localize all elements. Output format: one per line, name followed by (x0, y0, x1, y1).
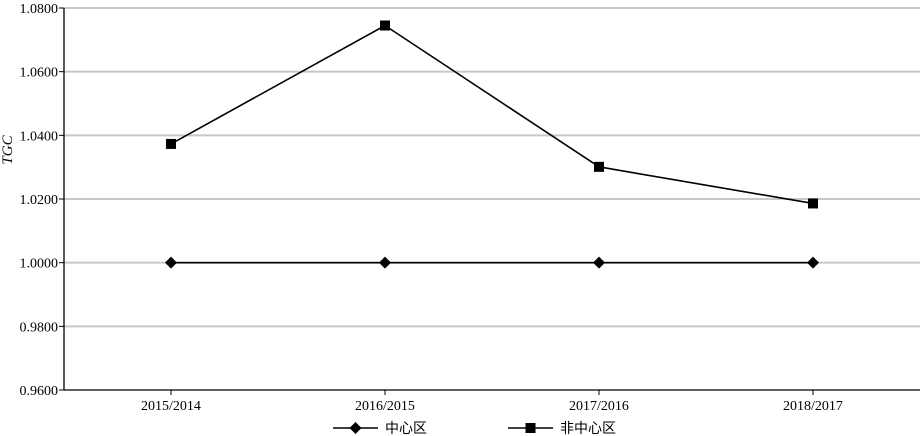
legend-label: 中心区 (385, 421, 427, 436)
data-point (808, 198, 818, 209)
gridlines (64, 7, 920, 328)
series-layer (165, 20, 819, 269)
data-point (166, 138, 176, 149)
y-tick-labels: 0.9600 0.9800 1.0000 1.0200 1.0400 1.0600 1.08… (20, 2, 59, 399)
data-point (593, 256, 605, 269)
y-tick-label: 1.0600 (20, 66, 59, 81)
x-tick-label: 2016/2015 (355, 399, 415, 414)
legend-item: 非中心区 (508, 421, 616, 436)
data-point (594, 161, 604, 172)
legend-label: 非中心区 (560, 421, 616, 436)
y-tick-label: 1.0200 (20, 193, 59, 208)
series-1 (165, 256, 819, 269)
x-tick-label: 2015/2014 (141, 399, 201, 414)
y-tick-label: 1.0000 (20, 257, 59, 272)
x-tick-label: 2018/2017 (783, 399, 843, 414)
axes (59, 7, 920, 395)
series-line (170, 24, 814, 205)
legend-marker (349, 422, 362, 434)
legend: 中心区 非中心区 (333, 421, 616, 436)
data-point (379, 256, 391, 269)
x-tick-labels: 2015/2014 2016/2015 2017/2016 2018/2017 (141, 399, 843, 414)
data-point (807, 256, 819, 269)
y-tick-label: 1.0400 (20, 129, 59, 144)
series-2 (166, 20, 818, 209)
y-tick-label: 1.0800 (20, 2, 59, 17)
data-point (380, 20, 390, 31)
legend-item: 中心区 (333, 421, 427, 436)
x-tick-label: 2017/2016 (569, 399, 629, 414)
y-tick-label: 0.9800 (20, 320, 59, 335)
y-tick-label: 0.9600 (20, 384, 59, 399)
data-point (165, 256, 177, 269)
y-axis-title: TGC (0, 134, 16, 164)
legend-marker (525, 423, 536, 433)
